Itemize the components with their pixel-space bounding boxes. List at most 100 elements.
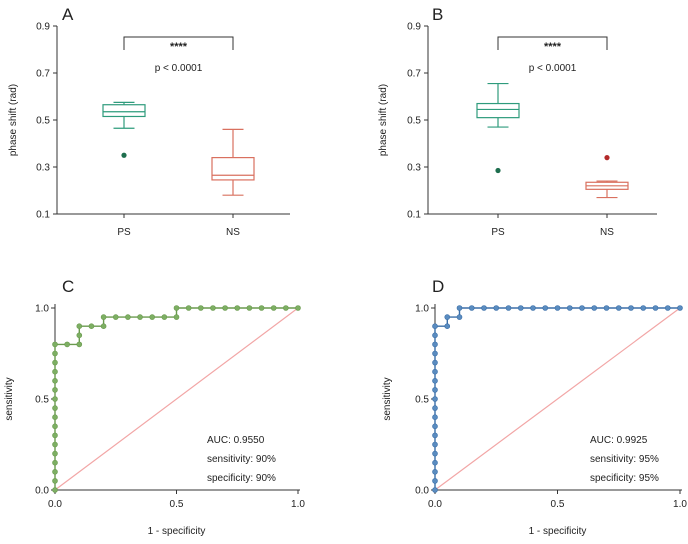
x-tick-label: 0.0: [48, 499, 62, 510]
roc-point: [432, 368, 438, 375]
roc-point: [591, 305, 598, 311]
y-tick-label: 1.0: [415, 304, 429, 315]
roc-annotation: sensitivity: 95%: [590, 454, 659, 465]
roc-point: [234, 305, 241, 311]
roc-point: [456, 314, 463, 320]
x-axis-title: 1 - specificity: [529, 526, 587, 537]
roc-point: [52, 368, 58, 375]
p-value-label: p < 0.0001: [155, 63, 203, 74]
roc-point: [270, 305, 277, 311]
reference-diagonal: [54, 307, 299, 491]
roc-point: [652, 305, 659, 311]
roc-point: [481, 305, 487, 311]
roc-point: [554, 305, 561, 311]
roc-point: [52, 350, 58, 357]
roc-point: [52, 423, 58, 430]
roc-annotation: specificity: 90%: [207, 473, 276, 484]
y-axis-title: sensitivity: [382, 377, 393, 420]
y-tick-label: 0.0: [35, 486, 49, 497]
roc-point: [432, 359, 438, 366]
roc-point: [432, 332, 438, 339]
y-axis-title: phase shift (rad): [8, 84, 19, 156]
y-tick-label: 0.9: [407, 22, 421, 33]
roc-point: [432, 323, 438, 330]
roc-point: [664, 305, 671, 311]
roc-point: [615, 305, 622, 311]
outlier-point: [121, 152, 127, 158]
roc-point: [52, 341, 58, 348]
roc-point: [125, 314, 131, 320]
roc-point: [52, 478, 58, 484]
roc-point: [76, 332, 83, 339]
y-tick-label: 1.0: [35, 304, 49, 315]
roc-point: [432, 377, 438, 384]
roc-point: [432, 396, 438, 402]
panel-letter: B: [432, 5, 443, 24]
roc-point: [444, 323, 451, 330]
significance-stars: ****: [170, 41, 188, 53]
iqr-box: [102, 104, 146, 118]
y-tick-label: 0.5: [407, 116, 421, 127]
roc-point: [112, 314, 119, 320]
y-tick-label: 0.0: [415, 486, 429, 497]
iqr-box: [476, 102, 520, 119]
roc-point: [677, 305, 683, 311]
roc-point: [76, 341, 83, 348]
roc-point: [566, 305, 573, 311]
roc-point: [283, 305, 289, 311]
outlier-point: [495, 167, 501, 174]
roc-point: [432, 414, 438, 421]
p-value-label: p < 0.0001: [529, 63, 577, 74]
y-tick-label: 0.5: [35, 395, 49, 406]
roc-point: [640, 305, 647, 311]
roc-annotation: AUC: 0.9925: [590, 435, 648, 446]
x-category-label: PS: [117, 227, 131, 238]
box-ps: [102, 101, 146, 129]
y-axis-title: sensitivity: [4, 377, 15, 420]
x-category-label: PS: [491, 227, 505, 238]
panel-letter: D: [432, 277, 444, 296]
roc-annotation: specificity: 95%: [590, 473, 659, 484]
roc-point: [52, 441, 58, 448]
roc-point: [52, 377, 58, 384]
roc-point: [432, 432, 438, 439]
roc-point: [76, 323, 83, 330]
panel-b: B 0.1 0.3 0.5 0.7 0.9 phase shift (rad) PS NS ***…: [378, 5, 657, 238]
roc-point: [493, 305, 500, 311]
roc-point: [603, 305, 610, 311]
iqr-box: [211, 157, 255, 181]
roc-annotation: AUC: 0.9550: [207, 435, 265, 446]
roc-point: [64, 341, 70, 348]
roc-point: [88, 323, 95, 330]
roc-point: [52, 405, 58, 411]
roc-point: [432, 441, 438, 448]
y-tick-label: 0.3: [36, 163, 50, 174]
y-tick-label: 0.1: [36, 210, 50, 221]
box-ps: [476, 82, 520, 128]
roc-point: [432, 459, 438, 466]
roc-annotation: sensitivity: 90%: [207, 454, 276, 465]
y-axis-title: phase shift (rad): [378, 84, 389, 156]
roc-point: [432, 405, 438, 411]
roc-point: [432, 478, 438, 484]
roc-point: [173, 314, 180, 320]
roc-point: [185, 305, 192, 311]
roc-point: [432, 450, 438, 457]
y-tick-label: 0.7: [407, 69, 421, 80]
roc-point: [444, 314, 451, 320]
roc-point: [100, 323, 107, 330]
roc-point: [161, 314, 168, 320]
roc-point: [530, 305, 536, 311]
roc-point: [52, 396, 58, 402]
roc-point: [52, 468, 58, 475]
roc-point: [52, 359, 58, 366]
roc-point: [52, 387, 58, 393]
roc-point: [198, 305, 204, 311]
roc-point: [432, 487, 438, 493]
panel-d: D 0.0 0.5 1.0 0.0 0.5 1.0 1 - specificity sensit…: [382, 277, 687, 537]
roc-point: [137, 314, 143, 320]
panel-letter: A: [62, 5, 74, 24]
roc-point: [52, 450, 58, 457]
panel-a: A 0.1 0.3 0.5 0.7 0.9 phase shift (rad) PS NS ***…: [8, 5, 290, 238]
y-tick-label: 0.7: [36, 69, 50, 80]
